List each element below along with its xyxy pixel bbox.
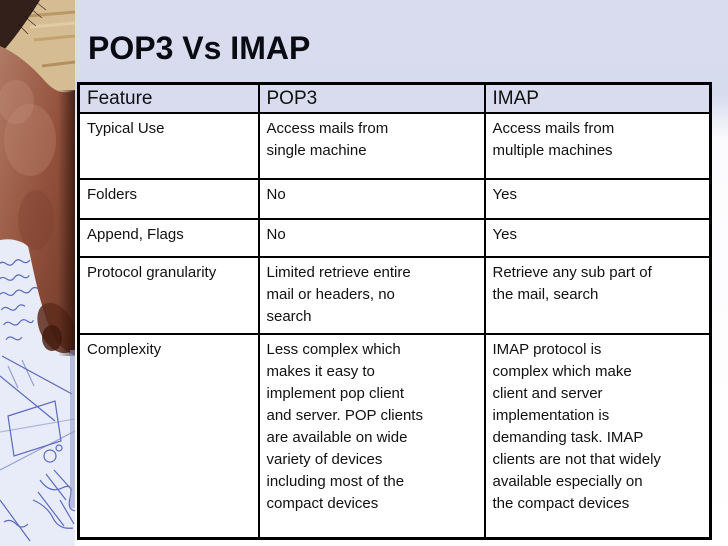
pop3-cell: Limited retrieve entire mail or headers,… — [257, 256, 486, 335]
pop3-cell: Less complex which makes it easy to impl… — [257, 333, 486, 540]
pop3-cell: Access mails from single machine — [257, 112, 486, 180]
pop3-cell: No — [257, 178, 486, 220]
slide-title: POP3 Vs IMAP — [88, 30, 311, 66]
feature-cell: Append, Flags — [77, 218, 260, 258]
hand-blueprint-illustration — [0, 0, 75, 546]
feature-cell: Protocol granularity — [77, 256, 260, 335]
imap-cell: Retrieve any sub part of the mail, searc… — [483, 256, 712, 335]
feature-cell: Typical Use — [77, 112, 260, 180]
feature-cell: Folders — [77, 178, 260, 220]
header-pop3: POP3 — [257, 82, 486, 114]
imap-cell: IMAP protocol is complex which make clie… — [483, 333, 712, 540]
header-imap: IMAP — [483, 82, 712, 114]
header-feature: Feature — [77, 82, 260, 114]
imap-cell: Yes — [483, 218, 712, 258]
table-row: Folders No Yes — [77, 178, 712, 220]
table-row: Typical Use Access mails from single mac… — [77, 112, 712, 180]
comparison-table: Feature POP3 IMAP Typical Use Access mai… — [77, 82, 712, 540]
table-row: Protocol granularity Limited retrieve en… — [77, 256, 712, 335]
pop3-cell: No — [257, 218, 486, 258]
imap-cell: Yes — [483, 178, 712, 220]
feature-cell: Complexity — [77, 333, 260, 540]
imap-cell: Access mails from multiple machines — [483, 112, 712, 180]
hand-photo — [0, 0, 75, 546]
table-row: Append, Flags No Yes — [77, 218, 712, 258]
table-row: Complexity Less complex which makes it e… — [77, 333, 712, 540]
table-header-row: Feature POP3 IMAP — [77, 82, 712, 114]
slide-body: POP3 Vs IMAP Feature POP3 IMAP Typical U… — [75, 0, 728, 546]
